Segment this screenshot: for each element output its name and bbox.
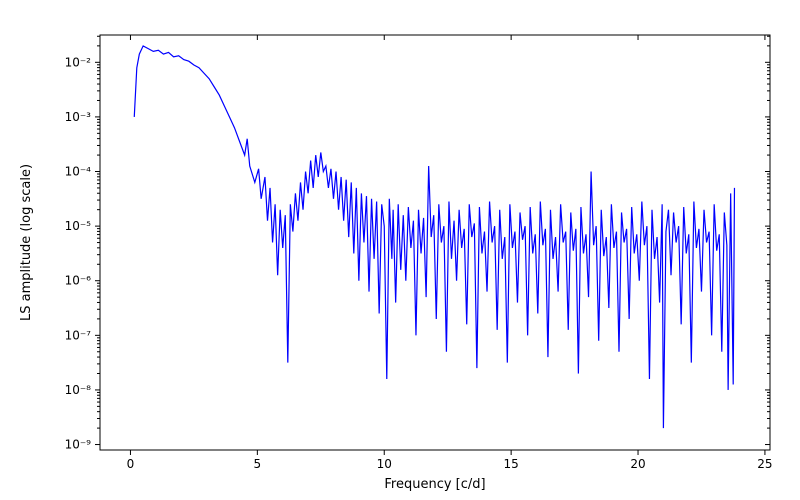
x-tick-label: 15	[503, 457, 518, 471]
y-tick-label: 10⁻⁸	[65, 383, 92, 397]
x-tick-label: 0	[127, 457, 135, 471]
y-tick-label: 10⁻⁴	[65, 165, 92, 179]
periodogram-line	[134, 46, 734, 428]
x-tick-label: 25	[757, 457, 772, 471]
y-tick-label: 10⁻⁷	[65, 328, 92, 342]
y-tick-label: 10⁻⁹	[65, 438, 92, 452]
x-tick-label: 10	[377, 457, 392, 471]
x-tick-label: 5	[254, 457, 262, 471]
y-axis-label: LS amplitude (log scale)	[19, 164, 34, 321]
y-tick-label: 10⁻⁶	[65, 274, 92, 288]
y-tick-label: 10⁻³	[65, 110, 92, 124]
y-tick-label: 10⁻⁵	[65, 219, 92, 233]
x-axis-label: Frequency [c/d]	[384, 477, 485, 492]
chart-svg: 0 5 10 15 20 25 10⁻⁹ 10⁻⁸ 10⁻⁷ 10⁻⁶ 10⁻⁵ 10⁻⁴ 10⁻³ 10…	[0, 0, 800, 500]
x-tick-label: 20	[630, 457, 645, 471]
periodogram-chart: 0 5 10 15 20 25 10⁻⁹ 10⁻⁸ 10⁻⁷ 10⁻⁶ 10⁻⁵ 10⁻⁴ 10⁻³ 10…	[0, 0, 800, 500]
y-tick-label: 10⁻²	[65, 55, 92, 69]
